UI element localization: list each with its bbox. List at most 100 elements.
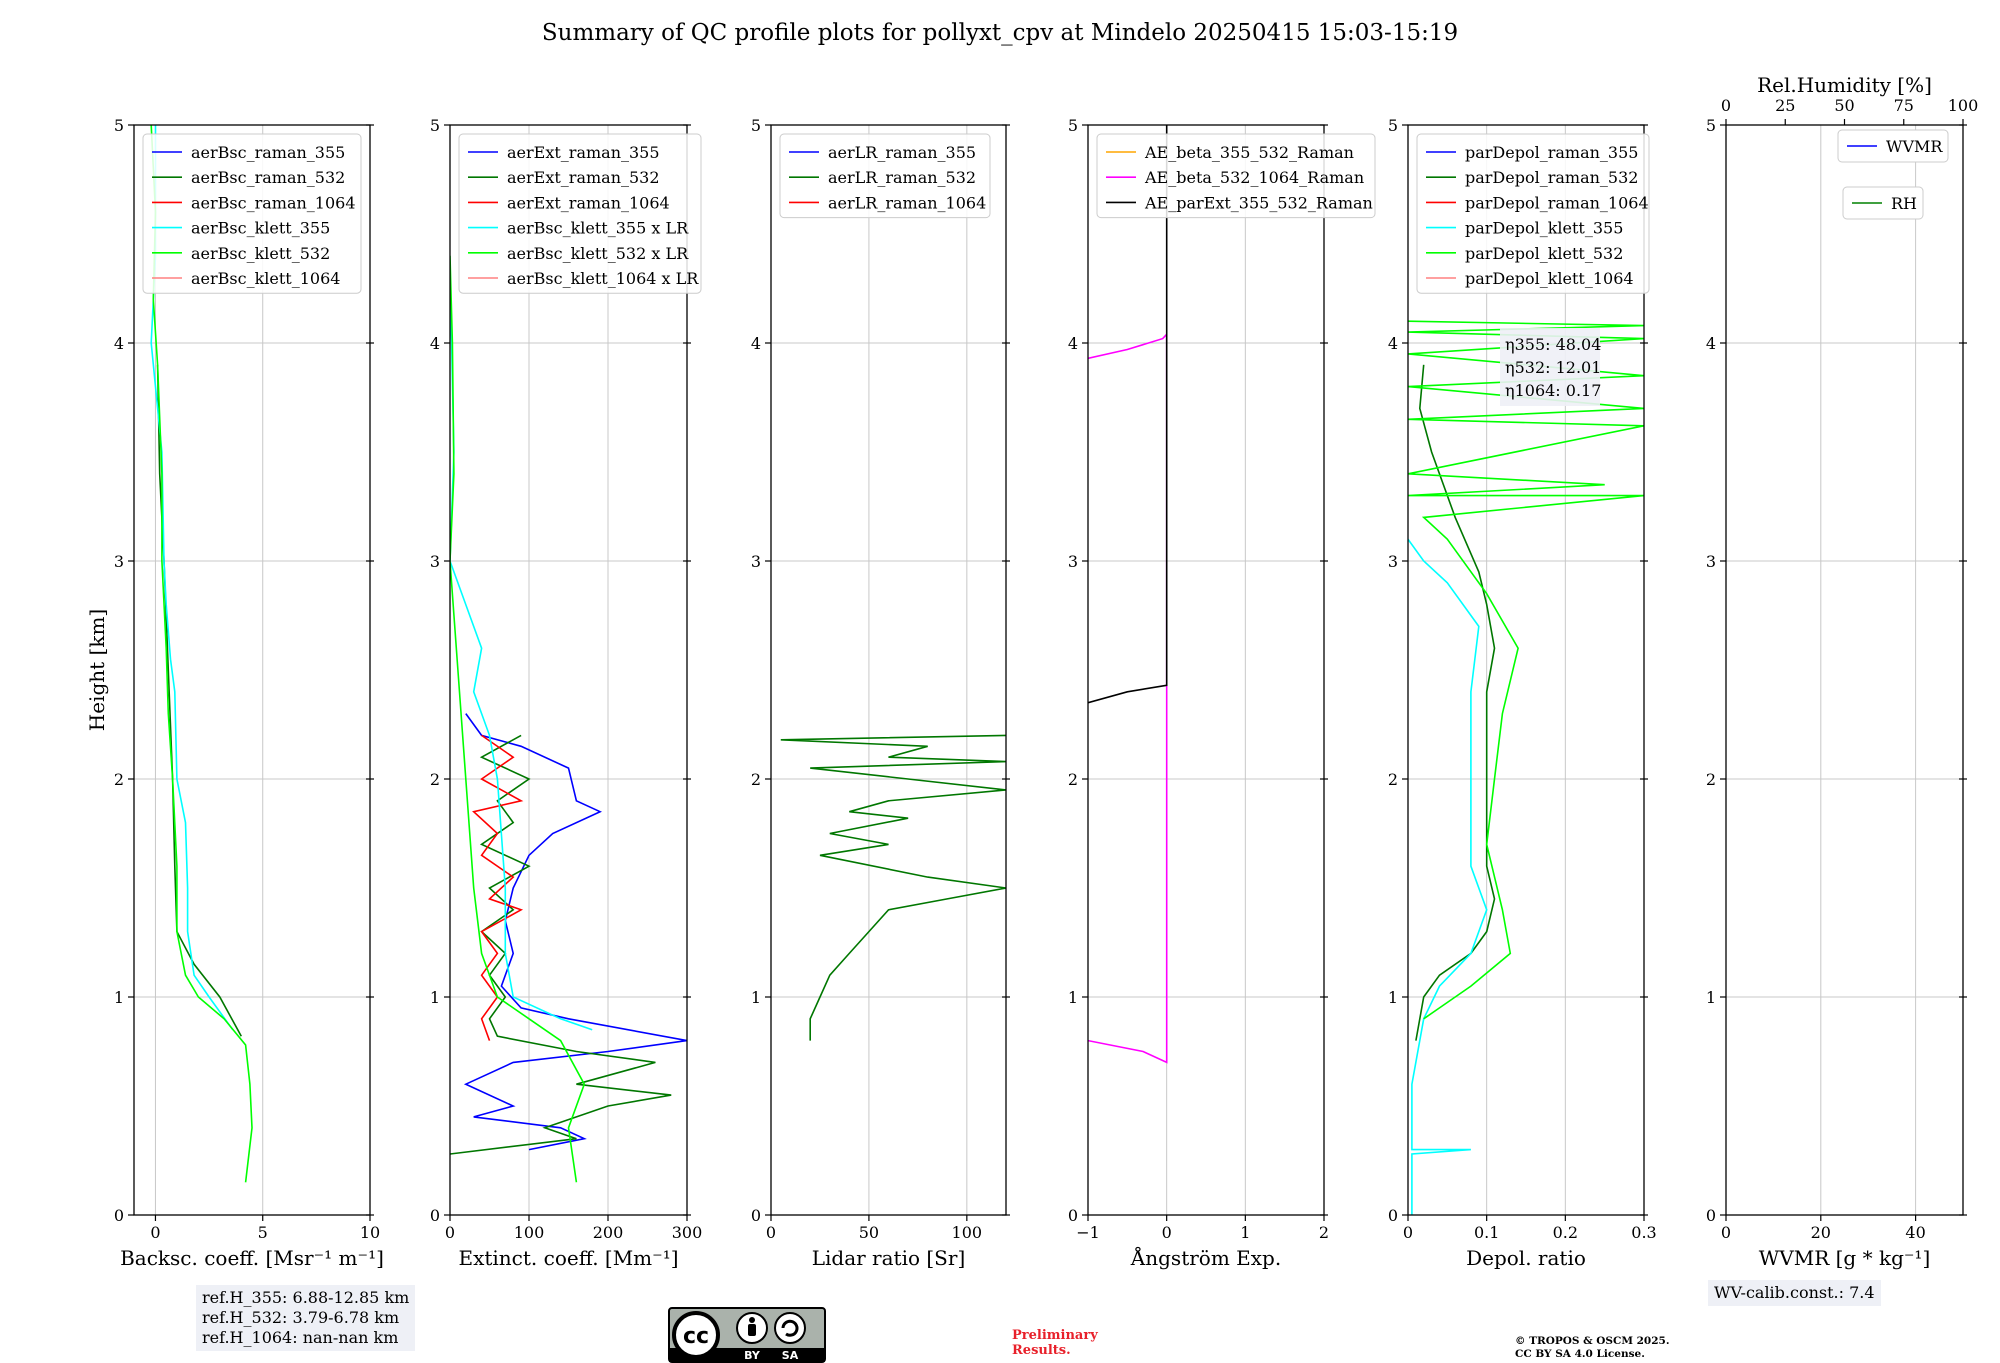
chart-panel-3: 0 50 100 0 1 2 3 4 5 Lidar ratio [Sr] aerLR_raman_… bbox=[751, 116, 1010, 1270]
y-tick-label: 5 bbox=[430, 116, 440, 135]
series-line-aerExt_raman_1064 bbox=[472, 734, 524, 1041]
x2-tick-label: 0 bbox=[1721, 96, 1731, 115]
y-tick-label: 3 bbox=[751, 552, 761, 571]
legend-label: aerExt_raman_1064 bbox=[507, 193, 670, 212]
x-tick-label: 100 bbox=[514, 1223, 545, 1242]
legend-box bbox=[1842, 186, 1924, 220]
plot-frame bbox=[1087, 124, 1325, 1216]
series-group bbox=[780, 734, 1006, 1041]
plot-frame bbox=[1407, 124, 1645, 1216]
x-axis-label: WVMR [g * kg⁻¹] bbox=[1759, 1246, 1931, 1270]
x2-tick-label: 25 bbox=[1775, 96, 1795, 115]
legend-label: aerBsc_klett_532 bbox=[191, 244, 330, 263]
legend-label: parDepol_klett_532 bbox=[1465, 244, 1623, 263]
y-tick-label: 4 bbox=[430, 334, 440, 353]
legend-box bbox=[142, 133, 362, 294]
x-tick-label: 50 bbox=[859, 1223, 879, 1242]
series-line-aerBsc_raman_532 bbox=[156, 364, 243, 1037]
y-tick-label: 2 bbox=[114, 770, 124, 789]
x-tick-label: 10 bbox=[360, 1223, 380, 1242]
legend-label: AE_parExt_355_532_Raman bbox=[1144, 193, 1373, 212]
x-axis-label: Extinct. coeff. [Mm⁻¹] bbox=[458, 1246, 678, 1270]
y-tick-label: 5 bbox=[114, 116, 124, 135]
legend-label: parDepol_raman_532 bbox=[1465, 168, 1638, 187]
ref-height-1064: ref.H_1064: nan-nan km bbox=[202, 1328, 399, 1347]
x-tick-label: 1 bbox=[1240, 1223, 1250, 1242]
y-tick-label: 1 bbox=[1068, 988, 1078, 1007]
x-tick-label: 40 bbox=[1905, 1223, 1925, 1242]
y-tick-label: 5 bbox=[1388, 116, 1398, 135]
y-tick-label: 3 bbox=[430, 552, 440, 571]
chart-panel-1: 0 5 10 0 1 2 3 4 5 Backsc. coeff. [Msr⁻¹ m⁻¹] Heig… bbox=[85, 116, 384, 1270]
y-tick-label: 3 bbox=[114, 552, 124, 571]
y-tick-label: 3 bbox=[1068, 552, 1078, 571]
x-tick-label: 5 bbox=[258, 1223, 268, 1242]
legend-box bbox=[1096, 133, 1376, 219]
y-tick-label: 4 bbox=[1388, 334, 1398, 353]
ref-heights-box: ref.H_355: 6.88-12.85 km ref.H_532: 3.79… bbox=[196, 1285, 416, 1351]
legend-box bbox=[1837, 129, 1949, 163]
legend-label: aerExt_raman_355 bbox=[507, 143, 660, 162]
y-tick-label: 0 bbox=[1706, 1206, 1716, 1225]
plot-frame bbox=[133, 124, 371, 1216]
preliminary-line-2: Results. bbox=[1012, 1343, 1071, 1358]
ref-height-355: ref.H_355: 6.88-12.85 km bbox=[202, 1288, 410, 1307]
y-tick-label: 4 bbox=[114, 334, 124, 353]
y-tick-label: 5 bbox=[1706, 116, 1716, 135]
wv-calib-box: WV-calib.const.: 7.4 bbox=[1708, 1280, 1881, 1306]
y-tick-label: 1 bbox=[430, 988, 440, 1007]
plot-frame bbox=[449, 124, 688, 1216]
x-tick-label: −1 bbox=[1076, 1223, 1100, 1242]
series-group bbox=[1408, 320, 1644, 1215]
y-tick-label: 0 bbox=[430, 1206, 440, 1225]
y-tick-label: 4 bbox=[1068, 334, 1078, 353]
series-line-aerBsc_klett_532 x LR bbox=[450, 255, 586, 1183]
y-tick-label: 2 bbox=[1068, 770, 1078, 789]
legend-label: aerBsc_raman_532 bbox=[191, 168, 345, 187]
y-axis-label: Height [km] bbox=[85, 609, 109, 731]
copyright-line-2: CC BY SA 4.0 License. bbox=[1515, 1348, 1645, 1360]
y-tick-label: 2 bbox=[1388, 770, 1398, 789]
y-tick-label: 1 bbox=[1388, 988, 1398, 1007]
x-axis-label: Ångström Exp. bbox=[1130, 1245, 1281, 1270]
y-tick-label: 0 bbox=[114, 1206, 124, 1225]
legend-label: parDepol_raman_355 bbox=[1465, 143, 1638, 162]
x-tick-label: 0 bbox=[445, 1223, 455, 1242]
x2-axis-label: Rel.Humidity [%] bbox=[1757, 73, 1932, 97]
legend-box bbox=[458, 133, 702, 294]
x-tick-label: 0.3 bbox=[1631, 1223, 1656, 1242]
series-line-aerBsc_klett_355 bbox=[150, 125, 234, 1031]
series-line-AE_beta_532_1064_Raman bbox=[1088, 332, 1168, 1064]
x-tick-label: 0 bbox=[1403, 1223, 1413, 1242]
legend-label: aerBsc_klett_355 x LR bbox=[507, 219, 689, 238]
y-tick-label: 0 bbox=[751, 1206, 761, 1225]
y-tick-label: 3 bbox=[1706, 552, 1716, 571]
x-tick-label: 300 bbox=[672, 1223, 703, 1242]
plot-frame bbox=[770, 124, 1007, 1216]
x-tick-label: 20 bbox=[1811, 1223, 1831, 1242]
y-tick-label: 3 bbox=[1388, 552, 1398, 571]
series-line-parDepol_klett_355 bbox=[1408, 538, 1488, 1215]
series-line-aerExt_raman_532 bbox=[450, 734, 672, 1155]
annotation-label: η1064: 0.17 bbox=[1505, 381, 1601, 400]
legend-label: parDepol_klett_355 bbox=[1465, 219, 1623, 238]
plot-frame bbox=[1725, 124, 1964, 1216]
legend-label: aerLR_raman_1064 bbox=[828, 193, 986, 212]
cc-license-logo: cc BY SA bbox=[668, 1307, 826, 1363]
preliminary-line-1: Preliminary bbox=[1012, 1328, 1098, 1343]
x-tick-label: 0 bbox=[150, 1223, 160, 1242]
legend-label: aerBsc_raman_355 bbox=[191, 143, 345, 162]
legend-label: aerBsc_klett_1064 x LR bbox=[507, 269, 699, 288]
cc-sa-label: SA bbox=[782, 1349, 799, 1362]
y-tick-label: 1 bbox=[751, 988, 761, 1007]
series-line-AE_parExt_355_532_Raman bbox=[1088, 125, 1168, 704]
y-tick-label: 5 bbox=[1068, 116, 1078, 135]
annotation-label: η532: 12.01 bbox=[1505, 358, 1601, 377]
x-tick-label: 0.2 bbox=[1553, 1223, 1578, 1242]
x-tick-label: 200 bbox=[593, 1223, 624, 1242]
chart-panel-5: 0 0.1 0.2 0.3 0 1 2 3 4 5 Depol. ratio η355: 48.04 η… bbox=[1388, 116, 1657, 1270]
x-tick-label: 0 bbox=[766, 1223, 776, 1242]
x-tick-label: 0.1 bbox=[1474, 1223, 1499, 1242]
